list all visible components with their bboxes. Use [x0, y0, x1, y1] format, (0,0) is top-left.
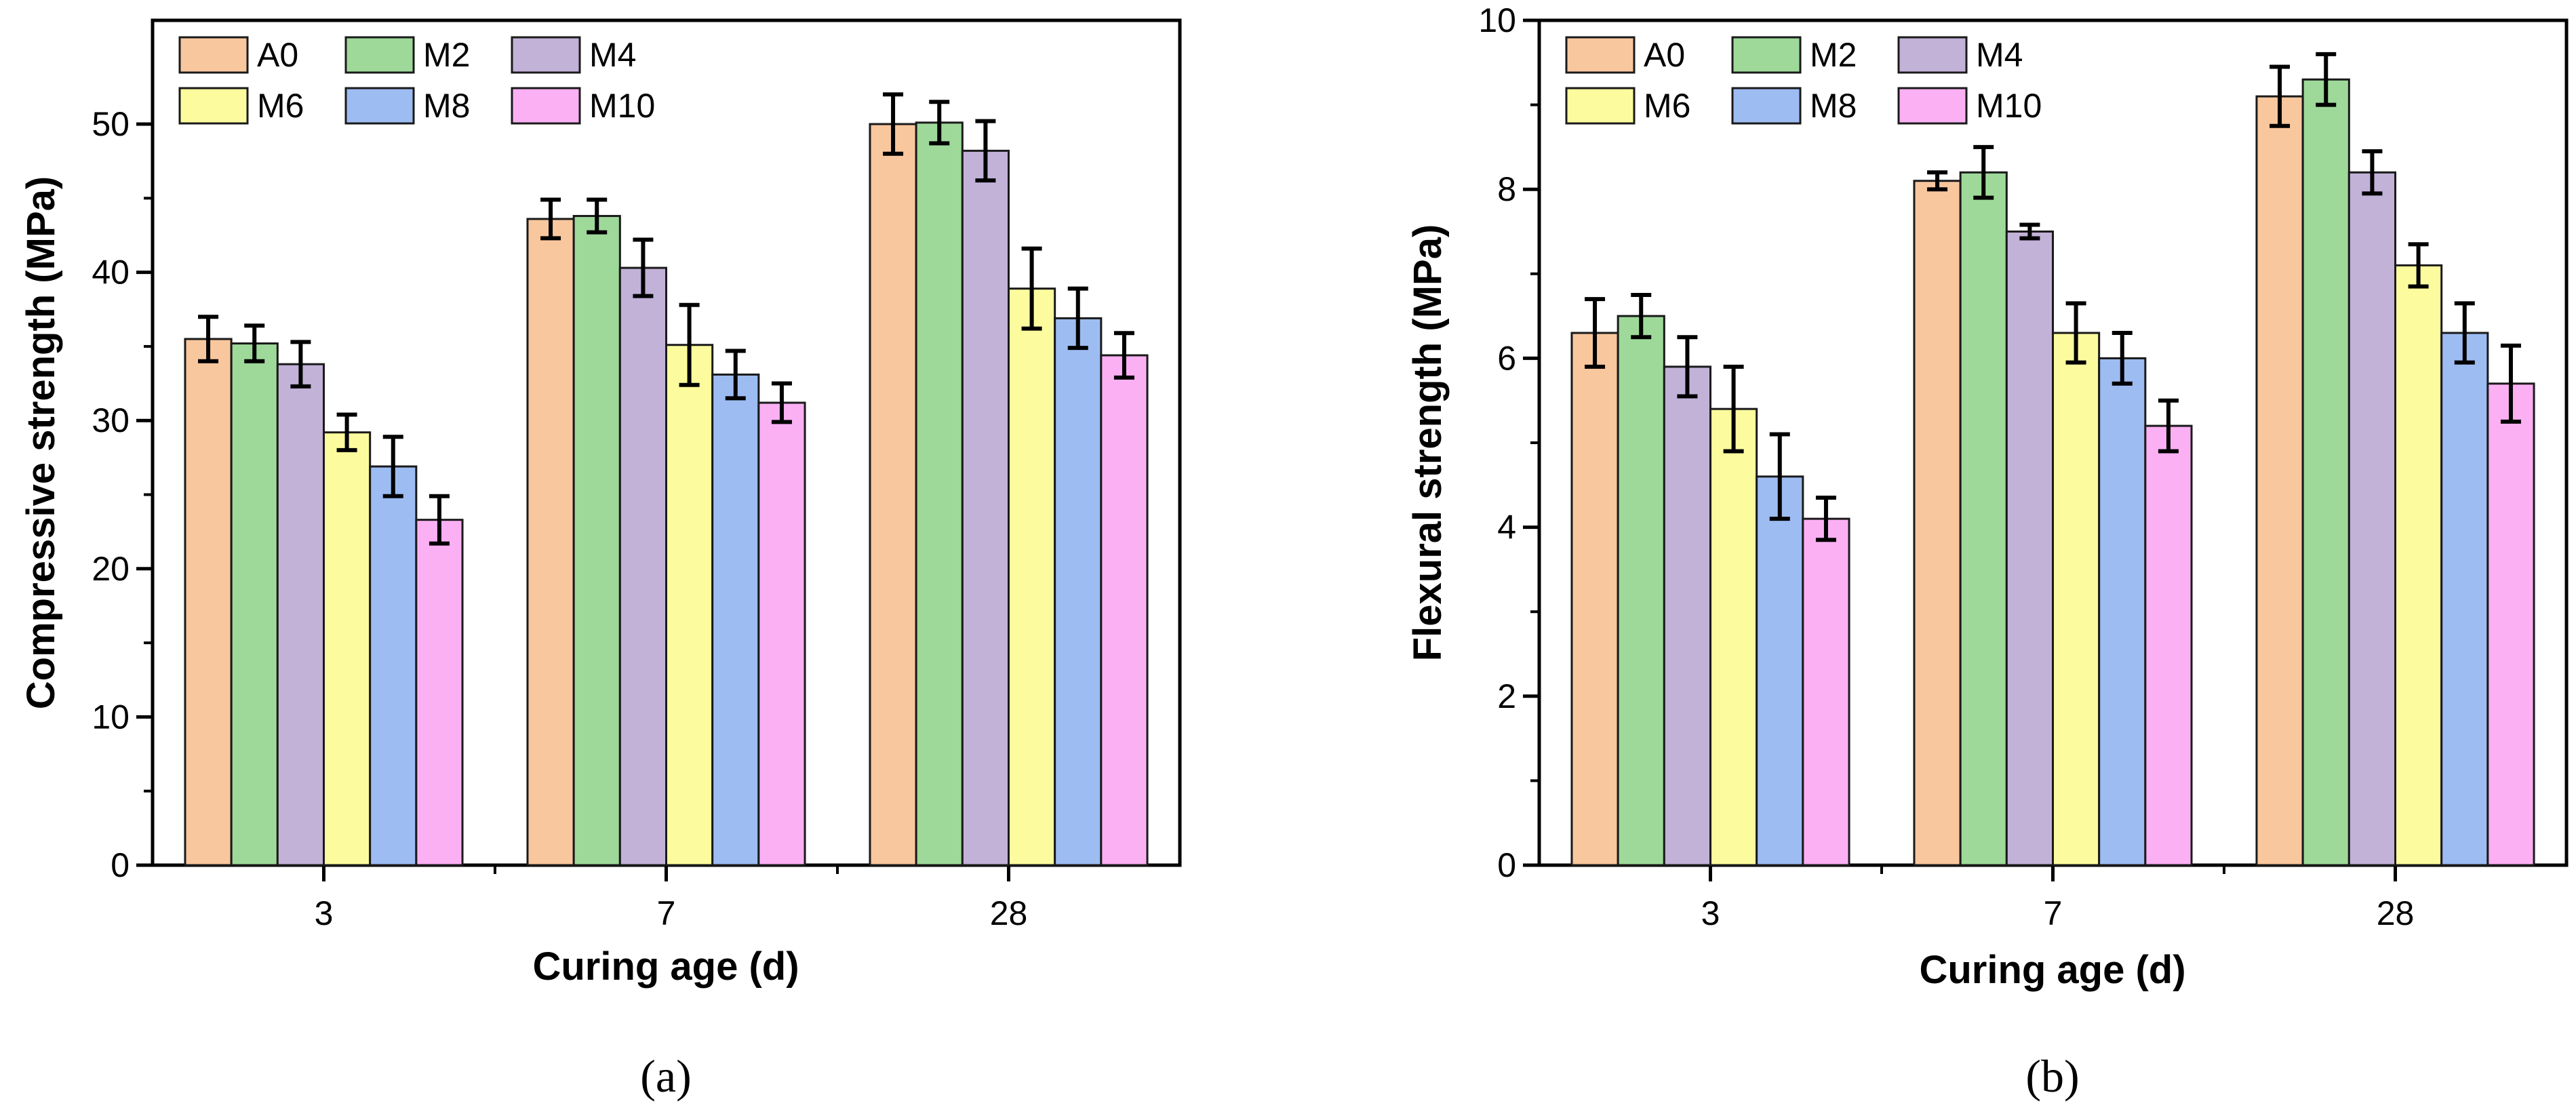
y-tick-label: 0	[111, 846, 130, 884]
x-tick-label: 7	[657, 894, 676, 932]
bar-m2-3	[1617, 315, 1665, 867]
y-tick-label: 4	[1497, 509, 1516, 546]
y-axis-ticks: 0 10 20 30 40 50	[92, 105, 153, 884]
x-axis-ticks: 3 7 28	[315, 865, 1028, 932]
legend-label-m2: M2	[423, 36, 470, 74]
bar-m4-28	[961, 149, 1010, 867]
bar-a0-3	[1570, 332, 1619, 867]
x-tick-label: 3	[315, 894, 334, 932]
legend-swatch-m2	[344, 36, 415, 74]
x-tick-label: 3	[1701, 894, 1720, 932]
bar-m6-7	[2052, 332, 2101, 867]
bar-m2-3	[230, 342, 279, 867]
legend-label-m8: M8	[1810, 87, 1857, 125]
legend-swatch-m6	[178, 87, 249, 125]
y-tick-label: 30	[92, 401, 130, 439]
y-tick-label: 40	[92, 254, 130, 292]
y-axis-title: Flexural strength (MPa)	[1406, 224, 1450, 662]
bar-m2-7	[572, 215, 621, 867]
bar-m6-28	[1008, 287, 1056, 867]
legend-label-m6: M6	[257, 87, 304, 125]
panel-caption: (b)	[2025, 1050, 2079, 1102]
bar-m4-7	[618, 266, 668, 867]
bar-m10-3	[1802, 517, 1850, 867]
bar-a0-3	[184, 338, 233, 867]
compressive-strength-chart: 0 10 20 30 40 50 3 7 28 A0 M2 M4 M6 M8 M10 Curing ag…	[19, 18, 1182, 1102]
bar-m8-3	[1756, 475, 1804, 867]
legend-label-m4: M4	[589, 36, 636, 74]
legend-label-m10: M10	[1976, 87, 2042, 125]
bar-m4-28	[2347, 171, 2396, 867]
legend-label-a0: A0	[1644, 36, 1685, 74]
bar-m4-3	[276, 363, 325, 867]
bar-a0-7	[526, 218, 575, 867]
y-tick-label: 0	[1497, 846, 1516, 884]
y-tick-label: 20	[92, 550, 130, 588]
y-tick-label: 50	[92, 105, 130, 143]
legend-swatch-m6	[1565, 87, 1636, 125]
legend-label-m10: M10	[589, 87, 655, 125]
legend-swatch-m8	[1731, 87, 1802, 125]
bar-m6-7	[665, 344, 714, 867]
x-tick-label: 28	[2377, 894, 2415, 932]
x-axis-title: Curing age (d)	[1919, 948, 2185, 992]
x-tick-label: 7	[2044, 894, 2063, 932]
y-axis-ticks: 0 2 4 6 8 10	[1478, 1, 1539, 884]
bar-a0-7	[1913, 180, 1962, 867]
bar-m10-7	[757, 401, 806, 867]
legend-swatch-m4	[1897, 36, 1968, 74]
legend-swatch-m2	[1731, 36, 1802, 74]
y-tick-label: 6	[1497, 339, 1516, 377]
bar-m2-28	[2301, 78, 2350, 867]
bar-m6-3	[1709, 407, 1758, 867]
y-tick-label: 10	[1478, 1, 1516, 39]
bar-m10-28	[2486, 382, 2535, 867]
legend-label-m8: M8	[423, 87, 470, 125]
bars	[1570, 52, 2535, 867]
legend: A0 M2 M4 M6 M8 M10	[178, 36, 655, 125]
y-axis-title: Compressive strength (MPa)	[19, 176, 63, 709]
bar-a0-28	[2255, 95, 2304, 867]
bar-m2-28	[915, 121, 964, 867]
bar-m10-28	[1100, 354, 1149, 867]
legend: A0 M2 M4 M6 M8 M10	[1565, 36, 2042, 125]
bar-m2-7	[1959, 171, 2008, 867]
bars	[184, 92, 1149, 867]
bar-m8-28	[2440, 332, 2489, 867]
legend-swatch-a0	[1565, 36, 1636, 74]
bar-m8-28	[1054, 317, 1103, 867]
legend-label-a0: A0	[257, 36, 298, 74]
y-tick-label: 8	[1497, 170, 1516, 208]
y-tick-label: 10	[92, 698, 130, 736]
legend-label-m6: M6	[1644, 87, 1690, 125]
legend-swatch-m10	[1897, 87, 1968, 125]
bar-m10-3	[415, 519, 464, 867]
legend-swatch-m8	[344, 87, 415, 125]
x-tick-label: 28	[990, 894, 1028, 932]
bar-m8-3	[369, 465, 418, 867]
x-axis-ticks: 3 7 28	[1701, 865, 2415, 932]
legend-swatch-a0	[178, 36, 249, 74]
flexural-strength-chart: 0 2 4 6 8 10 3 7 28 A0 M2 M4 M6 M8 M10 Curing age (d…	[1406, 1, 2569, 1102]
legend-swatch-m10	[511, 87, 581, 125]
bar-m4-3	[1663, 365, 1711, 867]
bar-m10-7	[2144, 424, 2193, 867]
legend-label-m4: M4	[1976, 36, 2023, 74]
panel-caption: (a)	[640, 1050, 691, 1102]
bar-m8-7	[2098, 357, 2147, 867]
bar-m4-7	[2005, 231, 2054, 867]
legend-label-m2: M2	[1810, 36, 1857, 74]
bar-m6-3	[323, 431, 372, 867]
bar-a0-28	[869, 123, 917, 867]
legend-swatch-m4	[511, 36, 581, 74]
x-axis-title: Curing age (d)	[532, 944, 799, 989]
y-tick-label: 2	[1497, 677, 1516, 715]
bar-m6-28	[2394, 264, 2443, 867]
bar-m8-7	[711, 373, 760, 867]
